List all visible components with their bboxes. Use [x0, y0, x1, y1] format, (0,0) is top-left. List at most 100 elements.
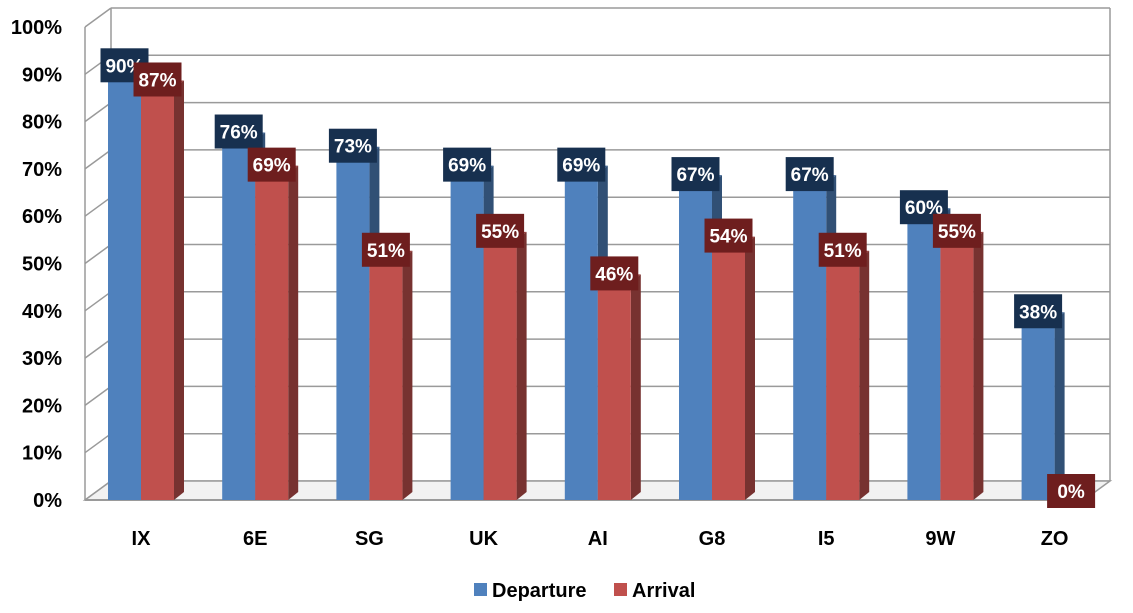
gridline-side: [84, 196, 112, 217]
data-label-text: 51%: [824, 241, 862, 262]
data-label-text: 55%: [481, 222, 519, 243]
data-label-arrival-ix: 87%: [133, 62, 182, 97]
bar-arrival-6e: [255, 165, 299, 500]
y-tick-label: 90%: [22, 64, 62, 86]
y-tick-label: 10%: [22, 443, 62, 465]
data-label-box: [671, 157, 720, 192]
bar-side: [745, 236, 755, 500]
y-tick-label: 40%: [22, 301, 62, 323]
x-tick-label: 6E: [243, 528, 267, 550]
data-label-arrival-i5: 51%: [818, 232, 867, 267]
bar-side: [630, 274, 641, 500]
bar-front: [336, 154, 370, 500]
data-label-text: 69%: [253, 156, 291, 177]
bar-front: [793, 183, 827, 500]
y-tick-label: 70%: [22, 159, 62, 181]
bar-side: [1054, 312, 1065, 500]
bar-arrival-ix: [141, 80, 184, 501]
data-label-arrival-g8: 54%: [704, 218, 753, 253]
bar-front: [369, 258, 403, 500]
gridline-side: [84, 101, 112, 123]
data-label-box: [476, 213, 525, 248]
data-label-text: 0%: [1057, 482, 1085, 503]
y-tick-label: 20%: [22, 395, 62, 417]
gridline-side: [84, 338, 112, 359]
bar-side: [288, 165, 299, 500]
y-tick-label: 0%: [33, 490, 62, 512]
bar-front: [255, 173, 289, 500]
x-tick-label: ZO: [1041, 528, 1069, 550]
legend: Departure Arrival: [474, 580, 695, 602]
legend-label-departure: Departure: [492, 580, 586, 602]
legend-swatch-arrival: [614, 583, 627, 596]
data-label-box: [557, 147, 606, 182]
data-label-box: [214, 114, 263, 149]
legend-label-arrival: Arrival: [632, 580, 695, 602]
data-label-text: 54%: [709, 227, 747, 248]
x-tick-label: UK: [469, 528, 498, 550]
gridline-side: [84, 7, 112, 28]
data-label-arrival-uk: 55%: [476, 213, 525, 248]
data-label-departure-6e: 76%: [214, 114, 263, 149]
data-label-text: 67%: [791, 165, 829, 186]
bar-arrival-9w: [940, 231, 984, 500]
data-label-text: 38%: [1019, 302, 1057, 323]
bar-departure-zo: [1021, 312, 1065, 500]
x-tick-label: 9W: [925, 528, 955, 550]
data-label-box: [1014, 294, 1063, 329]
data-label-arrival-ai: 46%: [590, 256, 639, 291]
data-label-box: [1047, 474, 1096, 508]
x-tick-label: IX: [132, 528, 152, 550]
data-label-box: [590, 256, 639, 291]
bar-front: [1021, 320, 1055, 500]
data-label-box: [443, 147, 492, 182]
bar-side: [174, 80, 184, 501]
data-label-departure-zo: 38%: [1014, 294, 1063, 329]
bar-front: [483, 239, 517, 500]
bar-side: [516, 231, 527, 500]
bar-front: [597, 282, 631, 500]
data-label-box: [247, 147, 296, 182]
bar-side: [859, 250, 870, 500]
gridline-side: [84, 291, 112, 312]
data-label-box: [785, 157, 834, 192]
data-label-arrival-9w: 55%: [932, 213, 981, 248]
data-label-box: [704, 218, 753, 253]
data-label-arrival-zo: 0%: [1047, 474, 1096, 508]
bar-side: [973, 231, 984, 500]
data-label-departure-uk: 69%: [443, 147, 492, 182]
data-label-departure-ai: 69%: [557, 147, 606, 182]
data-label-box: [328, 128, 377, 163]
bar-arrival-uk: [483, 231, 527, 500]
bar-side: [402, 250, 413, 500]
bar-arrival-g8: [712, 236, 755, 500]
data-label-box: [133, 62, 182, 97]
gridline-side: [84, 385, 112, 407]
data-label-departure-g8: 67%: [671, 157, 720, 192]
data-labels: 90%87%76%69%73%51%69%55%69%46%67%54%67%5…: [100, 48, 1096, 508]
x-tick-label: SG: [355, 528, 384, 550]
y-tick-label: 80%: [22, 112, 62, 134]
x-tick-label: AI: [588, 528, 608, 550]
data-label-departure-sg: 73%: [328, 128, 377, 163]
bar-front: [108, 74, 141, 501]
bar-arrival-ai: [597, 274, 641, 500]
gridline-side: [84, 149, 112, 170]
bar-front: [826, 258, 860, 500]
data-label-arrival-sg: 51%: [361, 232, 410, 267]
data-label-box: [361, 232, 410, 267]
bar-front: [564, 173, 598, 500]
data-label-box: [818, 232, 867, 267]
bar-front: [940, 239, 974, 500]
data-label-departure-i5: 67%: [785, 157, 834, 192]
bar-front: [141, 88, 174, 501]
data-label-text: 51%: [367, 241, 405, 262]
data-label-text: 76%: [220, 123, 258, 144]
y-tick-label: 50%: [22, 254, 62, 276]
y-tick-label: 30%: [22, 348, 62, 370]
x-tick-label: I5: [818, 528, 835, 550]
bar-front: [222, 140, 256, 500]
data-label-text: 87%: [138, 70, 176, 91]
